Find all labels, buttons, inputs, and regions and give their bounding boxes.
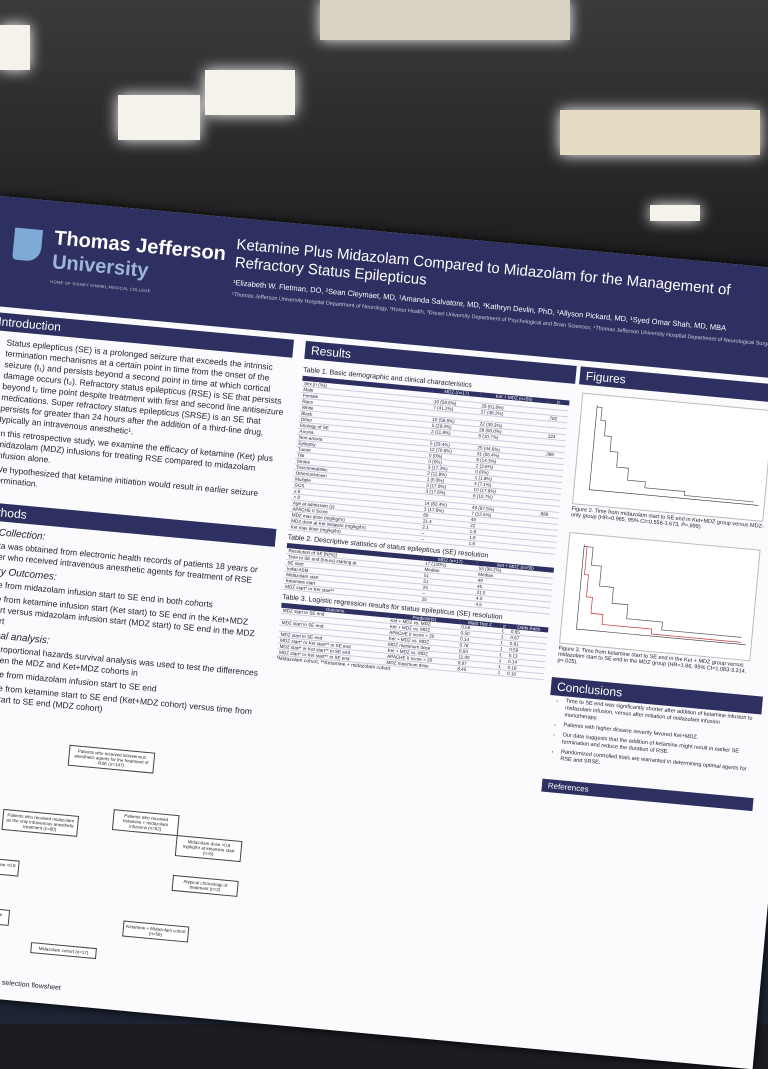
flow-node: Missing SE end date/time (n=9) <box>0 903 11 926</box>
flow-node: Midazolam dose <0.8 mg/kg/hr at ketamine… <box>174 835 243 863</box>
section-heading: References <box>541 778 754 812</box>
flow-node: Atypical chronology of treatment (n=2) <box>171 874 239 897</box>
ceiling-light <box>560 110 760 155</box>
flow-node: Patients who received intravenous anesth… <box>67 744 156 774</box>
ceiling-light <box>118 95 200 140</box>
cell <box>533 546 556 555</box>
logo <box>12 227 44 262</box>
ceiling-light <box>205 70 295 115</box>
ceiling-light <box>650 205 700 221</box>
flowchart: Patients who received intravenous anesth… <box>0 735 259 1012</box>
methods-text: Data Collection:Data was obtained from e… <box>0 521 275 732</box>
km-figure <box>559 532 761 662</box>
results: Table 1. Basic demographic and clinical … <box>276 363 571 686</box>
poster: Thomas Jefferson University HOME OF SIDN… <box>0 196 768 1069</box>
flow-node: Patients who received midazolam as the o… <box>1 808 80 837</box>
ceiling-light <box>0 25 30 70</box>
flow-node: Patients who received ketamine + midazol… <box>111 809 180 837</box>
photo: Thomas Jefferson University HOME OF SIDN… <box>0 0 768 1024</box>
flow-node: Midazolam cohort (n=17) <box>30 942 97 960</box>
flow-node: Ketamine + Midazolam cohort (n=56) <box>122 920 190 943</box>
ceiling-light <box>320 0 570 40</box>
table: MDZ (n=17) Ket + MDZ (n=56) p Sex [n (%)] Ma… <box>288 375 570 555</box>
flow-node: Maximum midazolam dose <0.8 mg/kg/hr (n=… <box>0 854 20 877</box>
intro-text: Status epilepticus (SE) is a prolonged s… <box>0 336 292 515</box>
km-figure <box>571 392 768 522</box>
